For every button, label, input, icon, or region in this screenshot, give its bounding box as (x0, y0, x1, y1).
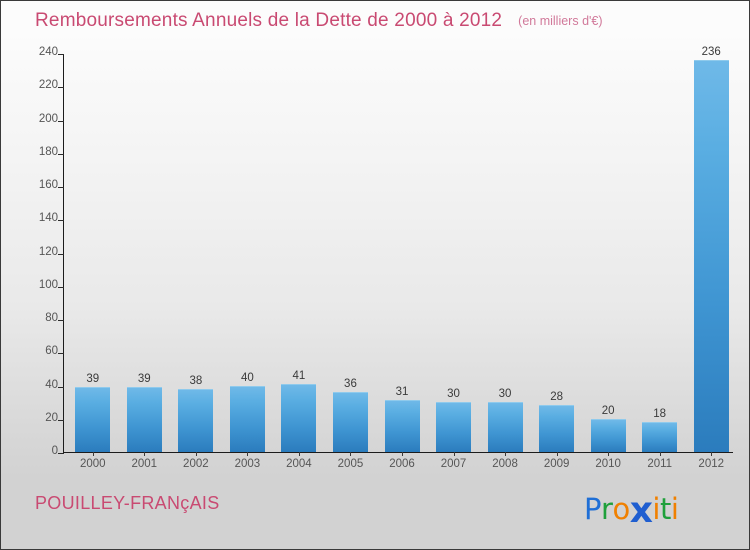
x-tick-mark (298, 452, 300, 456)
x-tick-mark (144, 452, 146, 456)
x-tick-mark (402, 452, 403, 456)
y-tick-mark (58, 453, 64, 454)
y-tick-label: 180 (38, 145, 58, 158)
bar-value-label: 30 (498, 388, 512, 401)
x-tick-label: 2000 (79, 458, 106, 470)
footer: POUILLEY-FRANçAIS Proxiti (1, 479, 749, 549)
bar-value-label: 39 (86, 373, 100, 386)
x-tick-mark (659, 452, 661, 456)
y-tick-label: 140 (38, 212, 58, 225)
y-tick-mark (58, 253, 64, 255)
page-title: Remboursements Annuels de la Dette de 20… (35, 10, 503, 31)
plot-area: 0 20 40 60 80 100 120 140 160 180 200 220 240 39 2000… (39, 46, 733, 470)
y-tick-label: 20 (45, 411, 58, 424)
commune-name: POUILLEY-FRANçAIS (35, 493, 220, 513)
bar[interactable]: 39 2001 (126, 373, 162, 470)
chart-region: 0 20 40 60 80 100 120 140 160 180 200 220 240 39 2000… (1, 29, 749, 479)
bar-value-label: 30 (447, 388, 460, 401)
bar[interactable]: 39 2000 (75, 373, 111, 470)
bar[interactable]: 20 2010 (590, 405, 626, 470)
y-tick-mark (58, 386, 64, 388)
y-tick-label: 120 (38, 245, 58, 258)
x-tick-mark (711, 452, 713, 456)
y-tick-mark (58, 419, 64, 421)
y-tick-label: 40 (45, 378, 58, 391)
logo-letter: x (629, 490, 653, 531)
y-tick-mark (58, 286, 64, 288)
y-tick-mark (58, 153, 64, 155)
bar[interactable]: 18 2011 (642, 408, 678, 470)
bar[interactable]: 236 2012 (693, 46, 729, 470)
chart-unit-subtitle: (en milliers d'€) (518, 14, 603, 28)
bar[interactable]: 36 2005 (332, 378, 368, 470)
y-tick-label: 200 (38, 112, 58, 125)
y-tick-mark (58, 353, 64, 355)
bar[interactable]: 31 2006 (384, 386, 420, 470)
bar-value-label: 31 (395, 386, 409, 399)
bar-value-label: 18 (653, 408, 667, 421)
bar[interactable]: 40 2003 (229, 372, 265, 470)
x-tick-mark (556, 452, 558, 456)
y-tick-mark (58, 54, 64, 55)
proxiti-logo[interactable]: Proxiti (584, 487, 679, 531)
x-tick-label: 2009 (543, 458, 570, 470)
x-tick-label: 2008 (492, 458, 518, 470)
y-tick-label: 100 (38, 278, 58, 291)
x-tick-label: 2007 (440, 458, 467, 470)
logo-letter: i (670, 492, 679, 526)
x-tick-mark (453, 452, 455, 456)
x-tick-mark (350, 452, 352, 456)
x-tick-label: 2012 (698, 458, 725, 470)
y-tick-mark (58, 320, 64, 321)
x-tick-mark (92, 452, 94, 456)
logo-letter: o (612, 492, 630, 526)
bar[interactable]: 41 2004 (281, 370, 317, 470)
x-tick-mark (505, 452, 507, 456)
x-tick-mark (247, 452, 249, 456)
bar-value-label: 39 (137, 373, 151, 386)
x-tick-label: 2010 (595, 458, 621, 470)
x-tick-label: 2004 (286, 458, 312, 470)
bar[interactable]: 30 2008 (487, 388, 523, 470)
bar-value-label: 41 (292, 369, 306, 382)
x-tick-label: 2005 (337, 458, 364, 470)
bar[interactable]: 30 2007 (436, 388, 472, 470)
y-tick-mark (58, 220, 64, 222)
bar-value-label: 36 (344, 378, 357, 391)
logo-letter: i (652, 492, 660, 526)
y-tick-label: 60 (45, 345, 58, 358)
bar-value-label: 28 (550, 391, 564, 404)
x-tick-mark (608, 452, 610, 456)
x-tick-label: 2002 (183, 458, 209, 470)
bar-value-label: 20 (601, 404, 615, 417)
x-tick-label: 2011 (647, 458, 673, 470)
logo-letter: r (601, 492, 613, 526)
bar-value-label: 38 (189, 374, 203, 387)
bar[interactable]: 28 2009 (539, 391, 575, 470)
bar-value-label: 40 (240, 371, 254, 384)
y-tick-label: 240 (38, 46, 58, 58)
y-tick-mark (58, 120, 64, 122)
y-tick-label: 0 (51, 445, 58, 457)
x-tick-mark (195, 452, 197, 456)
logo-letter: P (584, 492, 602, 526)
x-axis-line (63, 452, 733, 453)
x-tick-label: 2003 (234, 458, 261, 470)
bar[interactable]: 38 2002 (178, 375, 214, 470)
y-tick-mark (58, 187, 64, 188)
y-tick-label: 220 (38, 79, 58, 92)
x-tick-label: 2006 (389, 458, 415, 470)
x-tick-label: 2001 (131, 458, 158, 470)
logo-letter: t (659, 492, 671, 526)
bar-value-label: 236 (701, 45, 721, 58)
y-tick-mark (58, 87, 64, 89)
y-tick-label: 160 (38, 179, 58, 191)
y-tick-label: 80 (45, 312, 58, 324)
